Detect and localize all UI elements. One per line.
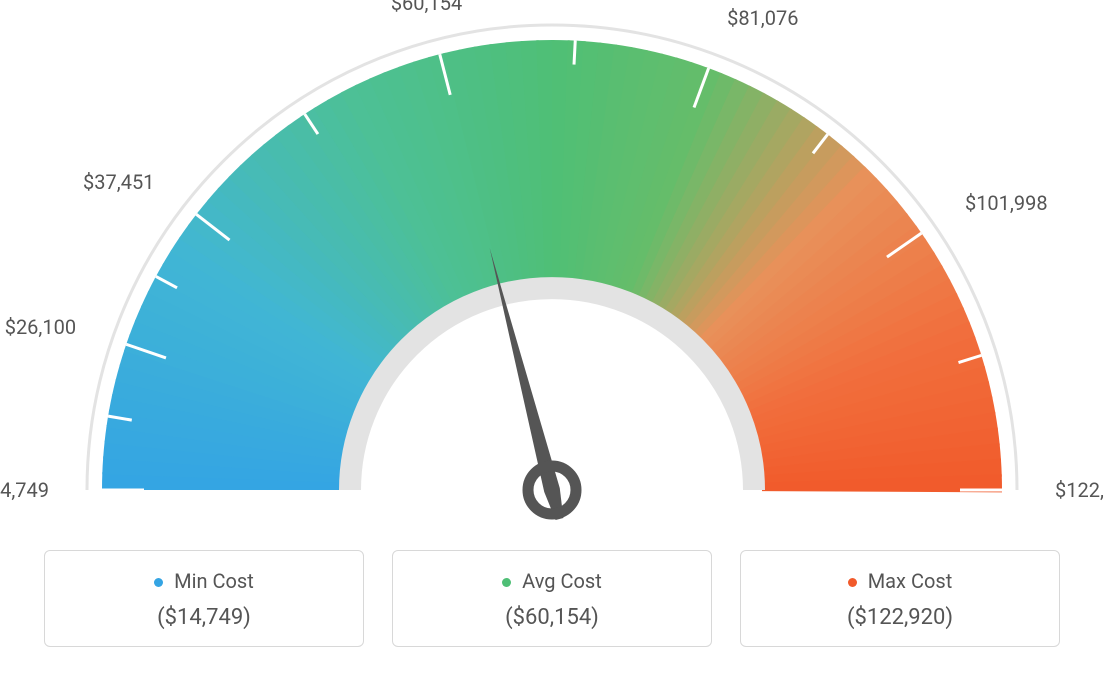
summary-card-avg: Avg Cost ($60,154): [392, 550, 712, 647]
dot-max: [848, 578, 857, 587]
card-value-min: ($14,749): [55, 605, 353, 630]
card-title-text: Max Cost: [868, 569, 953, 593]
gauge-tick-label: $60,154: [391, 0, 462, 15]
dot-avg: [502, 578, 511, 587]
summary-card-max: Max Cost ($122,920): [740, 550, 1060, 647]
card-title-text: Avg Cost: [522, 569, 602, 593]
card-title-min: Min Cost: [55, 569, 353, 593]
gauge-tick-label: $26,100: [5, 315, 76, 339]
gauge-tick-label: $81,076: [727, 6, 798, 30]
gauge-tick-label: $101,998: [965, 191, 1048, 215]
gauge-tick-label: $37,451: [83, 170, 154, 194]
card-title-text: Min Cost: [174, 569, 254, 593]
card-title-max: Max Cost: [751, 569, 1049, 593]
card-value-avg: ($60,154): [403, 605, 701, 630]
card-title-avg: Avg Cost: [403, 569, 701, 593]
gauge-chart: $14,749 $26,100 $37,451 $60,154 $81,076 $101,…: [0, 0, 1104, 540]
gauge-tick-label: $14,749: [0, 478, 49, 502]
gauge-tick-label: $122,920: [1055, 478, 1104, 502]
dot-min: [154, 578, 163, 587]
summary-row: Min Cost ($14,749) Avg Cost ($60,154) Ma…: [0, 550, 1104, 647]
card-value-max: ($122,920): [751, 605, 1049, 630]
summary-card-min: Min Cost ($14,749): [44, 550, 364, 647]
gauge-svg: [0, 0, 1104, 540]
